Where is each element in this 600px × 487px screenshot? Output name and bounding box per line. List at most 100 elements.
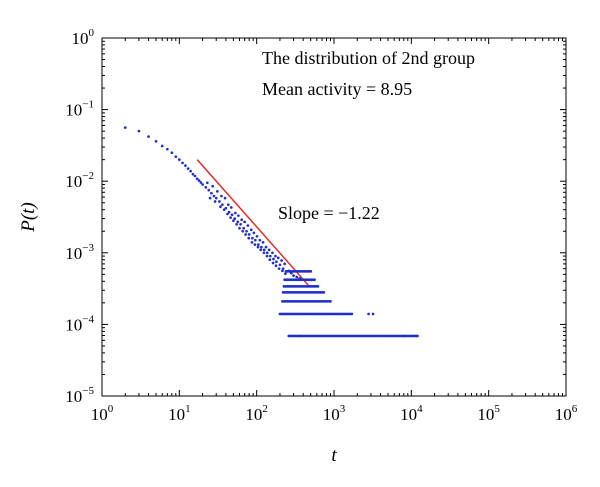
data-point xyxy=(283,262,286,266)
data-point xyxy=(253,243,257,246)
data-point xyxy=(265,251,269,255)
data-point xyxy=(177,158,181,161)
data-point xyxy=(245,229,248,233)
data-point xyxy=(295,275,299,279)
data-point xyxy=(244,233,247,236)
data-point xyxy=(236,220,240,224)
data-point xyxy=(309,270,313,273)
data-point xyxy=(219,205,222,209)
x-axis-label: t xyxy=(331,445,337,466)
data-point xyxy=(210,191,213,195)
data-point xyxy=(222,208,226,212)
data-point xyxy=(240,218,244,222)
data-point xyxy=(226,212,229,216)
data-point xyxy=(292,274,295,277)
data-point xyxy=(252,231,256,235)
data-point xyxy=(313,278,316,282)
x-tick-label: 105 xyxy=(477,403,500,424)
data-point xyxy=(205,181,209,185)
annotation-title: The distribution of 2nd group xyxy=(262,48,475,68)
data-point xyxy=(367,312,370,316)
annotation-slope: Slope = −1.22 xyxy=(278,203,380,223)
axis-ticks xyxy=(101,37,567,397)
data-point xyxy=(268,254,272,258)
data-point xyxy=(246,224,250,227)
data-point xyxy=(215,190,219,193)
y-tick-label: 10−2 xyxy=(65,170,94,191)
data-point xyxy=(227,210,231,214)
data-point xyxy=(243,220,247,224)
data-point xyxy=(278,263,282,267)
data-point xyxy=(201,183,204,186)
data-point xyxy=(207,188,211,192)
data-point xyxy=(212,194,216,198)
data-point xyxy=(316,285,320,288)
data-point xyxy=(242,226,246,230)
data-point xyxy=(276,256,280,260)
annotation-mean-activity: Mean activity = 8.95 xyxy=(262,79,412,99)
data-point xyxy=(197,179,201,182)
x-tick-label: 100 xyxy=(91,403,114,424)
x-tick-label: 102 xyxy=(245,403,268,424)
data-point xyxy=(193,174,197,178)
data-point xyxy=(235,222,238,226)
data-point xyxy=(154,140,158,143)
data-point xyxy=(181,161,184,165)
data-point xyxy=(277,267,281,271)
fit-line xyxy=(196,159,310,287)
data-point xyxy=(241,229,245,233)
data-point xyxy=(199,181,203,184)
data-point xyxy=(350,312,354,316)
data-point xyxy=(232,219,235,223)
data-point xyxy=(230,213,234,217)
data-point xyxy=(402,334,406,338)
y-tick-label: 10−1 xyxy=(65,99,94,120)
data-point xyxy=(211,184,215,188)
data-point xyxy=(271,251,274,255)
data-point xyxy=(297,334,301,338)
y-tick-label: 10−4 xyxy=(65,313,94,334)
y-tick-label: 10−5 xyxy=(65,385,94,406)
data-point xyxy=(256,243,260,246)
data-point xyxy=(281,267,285,271)
x-tick-label: 104 xyxy=(400,403,423,424)
data-point xyxy=(249,228,253,232)
data-point xyxy=(261,240,265,244)
data-point xyxy=(271,261,275,265)
data-point xyxy=(280,259,283,262)
data-point xyxy=(208,196,212,200)
data-point xyxy=(371,312,375,316)
x-tick-label: 101 xyxy=(168,403,191,424)
y-tick-label: 10−3 xyxy=(65,242,94,263)
data-point xyxy=(329,299,332,303)
data-point xyxy=(265,254,269,258)
data-point xyxy=(233,211,237,215)
data-point xyxy=(174,155,178,159)
data-point xyxy=(281,269,284,273)
data-point xyxy=(255,234,259,238)
data-point xyxy=(147,135,150,138)
data-point xyxy=(275,260,278,264)
data-point xyxy=(258,238,262,242)
data-point xyxy=(229,206,233,209)
data-point xyxy=(123,126,127,129)
data-point xyxy=(253,238,257,242)
data-point xyxy=(256,245,260,249)
y-tick-label: 100 xyxy=(72,27,95,48)
data-point xyxy=(239,222,242,226)
data-point xyxy=(220,194,223,198)
data-point xyxy=(229,216,232,219)
data-point xyxy=(268,258,272,262)
data-point xyxy=(226,203,230,207)
data-point xyxy=(238,226,241,230)
data-point xyxy=(233,217,237,220)
data-point xyxy=(191,172,195,176)
data-point xyxy=(189,169,192,173)
data-point xyxy=(260,245,263,249)
data-point xyxy=(195,177,199,181)
data-point xyxy=(262,248,266,252)
data-point xyxy=(237,214,240,218)
data-point xyxy=(213,200,217,203)
data-point xyxy=(264,245,268,249)
